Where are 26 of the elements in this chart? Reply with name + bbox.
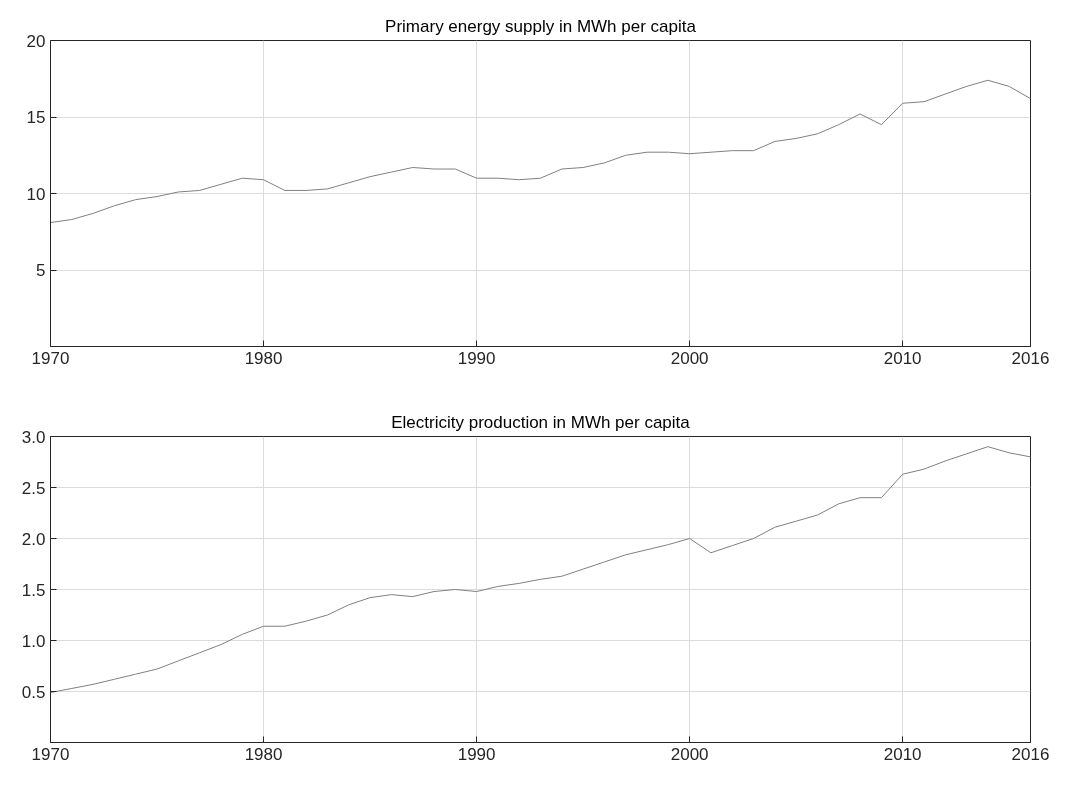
y-tick-label: 5 (36, 261, 46, 280)
x-tick-label: 1970 (31, 744, 70, 764)
y-tick-label: 1.5 (21, 580, 46, 600)
y-tick-label: 20 (26, 31, 46, 51)
x-tick-label: 1980 (244, 744, 283, 764)
chart-title: Electricity production in MWh per capita (391, 412, 691, 432)
line-series (50, 446, 1031, 694)
x-tick-label: 1980 (244, 348, 283, 368)
x-tick-label: 1990 (457, 348, 496, 368)
y-tick-label: 0.5 (21, 682, 46, 702)
chart-title: Primary energy supply in MWh per capita (385, 16, 697, 36)
x-tick-label: 2010 (883, 348, 922, 368)
y-tick-label: 2.0 (21, 529, 46, 549)
y-tick-label: 3.0 (21, 427, 46, 447)
y-tick-label: 15 (26, 108, 46, 127)
line-series (50, 79, 1031, 224)
y-tick-label: 2.5 (21, 478, 46, 498)
y-tick-label: 1.0 (21, 631, 46, 651)
x-tick-label: 2016 (1011, 348, 1050, 368)
x-tick-label: 2016 (1011, 744, 1050, 764)
x-tick-label: 1970 (31, 348, 70, 368)
x-tick-label: 2010 (883, 744, 922, 764)
y-tick-label: 10 (26, 184, 46, 204)
x-tick-label: 1990 (457, 744, 496, 764)
x-tick-label: 2000 (670, 744, 709, 764)
x-tick-label: 2000 (670, 348, 709, 368)
